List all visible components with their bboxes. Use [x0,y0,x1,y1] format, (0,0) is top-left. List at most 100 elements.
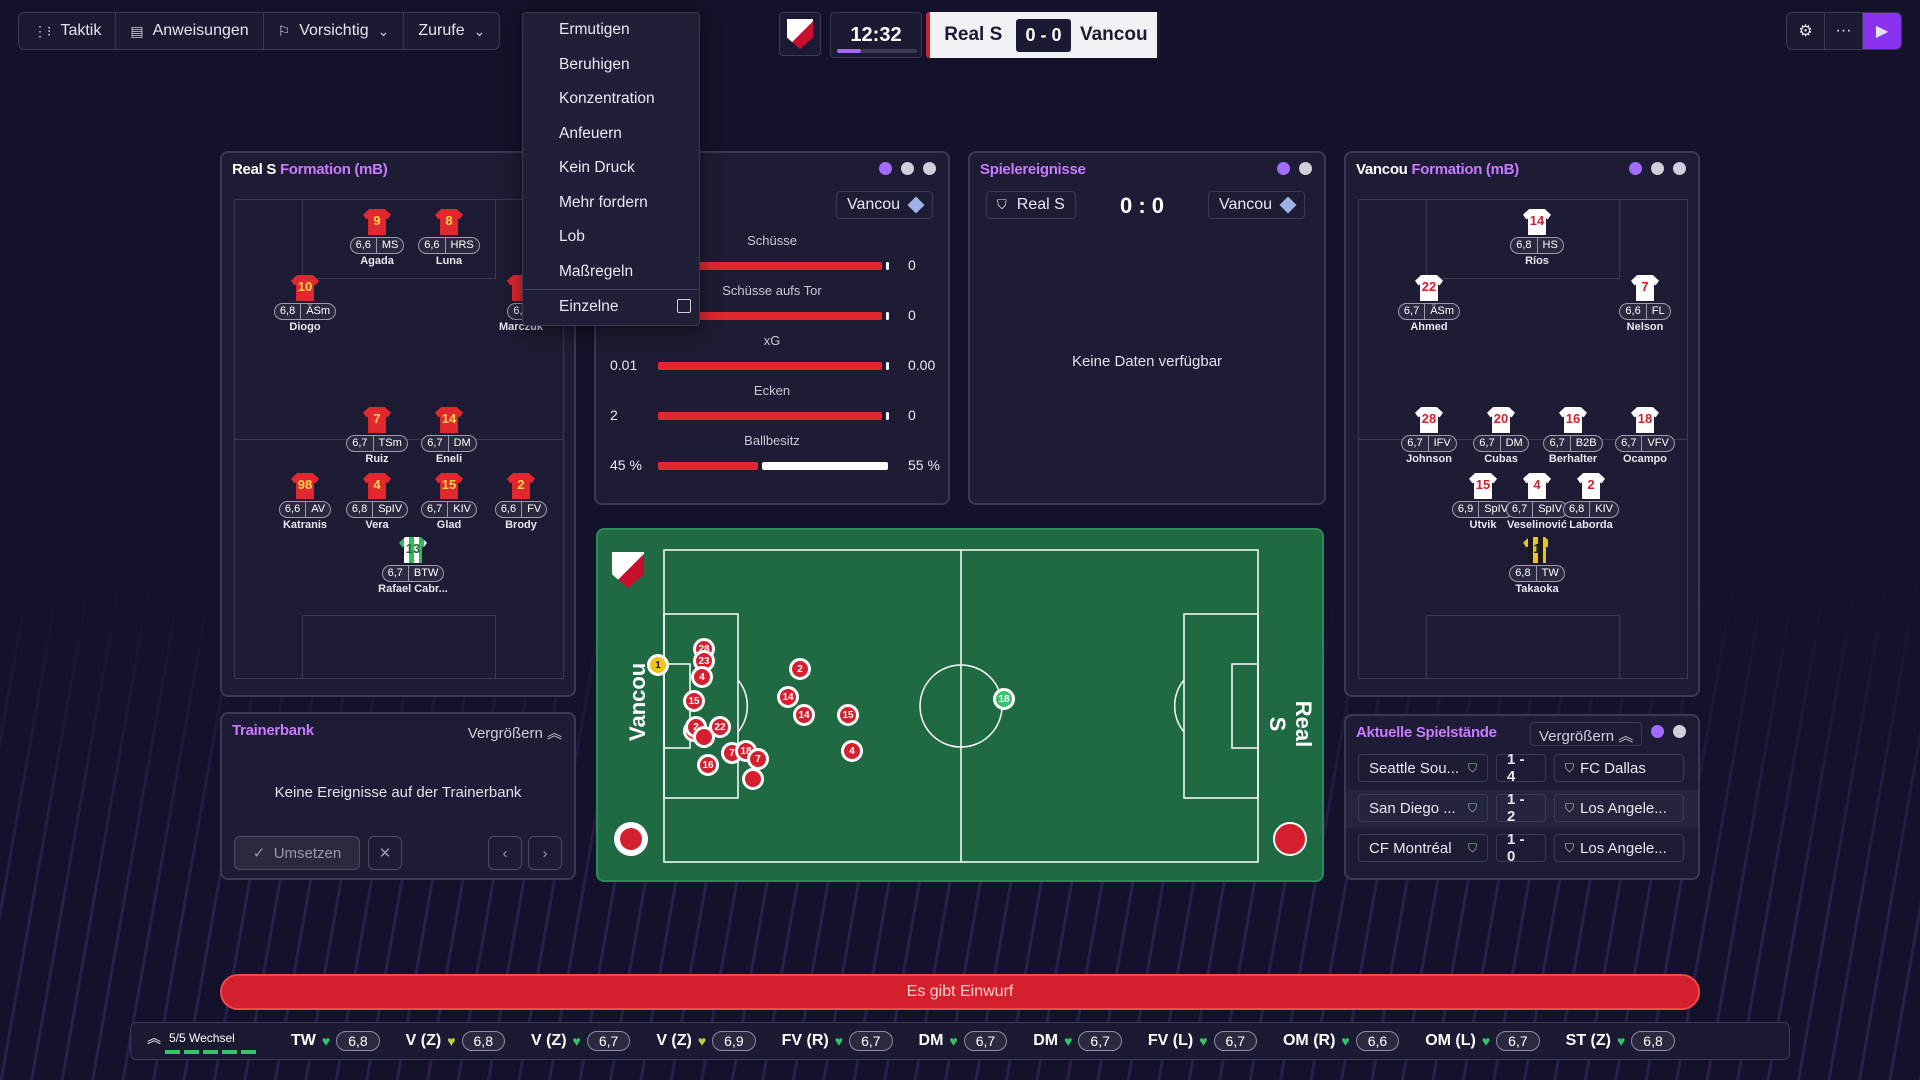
stats-team-select[interactable]: Vancou [836,191,934,219]
tab-dot[interactable] [1673,725,1686,738]
scores-enlarge-button[interactable]: Vergrößern ︽ [1530,722,1643,746]
position-slot[interactable]: TW ♥ 6,8 [291,1031,380,1051]
position-slot[interactable]: V (Z) ♥ 6,7 [531,1031,631,1051]
menu-item-encourage[interactable]: Ermutigen [559,21,630,38]
menu-item-no-pressure[interactable]: Kein Druck [559,159,635,176]
tab-dot[interactable] [1651,162,1664,175]
player-marker[interactable]: 15 [837,704,859,726]
player-marker[interactable]: 23 [693,650,715,672]
player-role: B2B [1569,436,1602,451]
mentality-dropdown[interactable]: ⚐ Vorsichtig ⌄ [264,13,405,49]
player-card[interactable]: 98 6,6 AV Katranis [260,473,350,531]
tab-dot[interactable] [1673,162,1686,175]
position-slot[interactable]: FV (R) ♥ 6,7 [782,1031,893,1051]
player-card[interactable]: 20 6,7 DM Cubas [1456,407,1546,465]
score-row-away[interactable]: ⛉ FC Dallas [1554,754,1684,782]
tab-dot[interactable] [1299,162,1312,175]
rating-badge: 6,6 MS [349,237,405,254]
tab-dot[interactable] [1651,725,1664,738]
player-marker[interactable]: 4 [841,740,863,762]
player-card[interactable]: 13 6,7 BTW Rafael Cabr... [368,537,458,595]
tab-dot[interactable] [879,162,892,175]
menu-item-individual[interactable]: Einzelne [523,289,699,324]
player-card[interactable]: 7 6,7 TSm Ruiz [332,407,422,465]
player-marker[interactable]: 2 [789,658,811,680]
player-name: Agada [360,255,394,267]
condition-heart-icon: ♥ [1616,1033,1626,1049]
player-card[interactable]: 2 6,8 KIV Laborda [1546,473,1636,531]
player-card[interactable]: 15 6,7 KIV Glad [404,473,494,531]
player-card[interactable]: 2 6,6 FV Brody [476,473,566,531]
player-card[interactable]: 4 6,7 SpIV Veselinović [1492,473,1582,531]
score-row-home[interactable]: San Diego ... ⛉ [1358,794,1488,822]
player-marker[interactable] [742,768,764,790]
next-button[interactable]: › [528,836,562,870]
player-card[interactable]: 16 6,7 B2B Berhalter [1528,407,1618,465]
player-card[interactable]: 9 6,6 MS Agada [332,209,422,267]
left-shout-button[interactable] [614,822,648,856]
instructions-button[interactable]: ▤ Anweisungen [116,13,264,49]
player-card[interactable]: 8 6,6 HRS Luna [404,209,494,267]
play-button[interactable]: ▶ [1863,13,1901,49]
menu-item-calm[interactable]: Beruhigen [559,55,630,73]
position-slot[interactable]: DM ♥ 6,7 [919,1031,1008,1051]
menu-item-reprimand[interactable]: Maßregeln [559,262,634,280]
player-card[interactable]: 1 6,8 TW Takaoka [1492,537,1582,595]
tab-dot[interactable] [1277,162,1290,175]
match-events-panel: Spielereignisse ⛉ Real S 0 : 0 Vancou Kei… [968,151,1326,505]
position-rating: 6,8 [1631,1031,1675,1051]
bench-enlarge-button[interactable]: Vergrößern ︽ [467,725,562,742]
position-slot[interactable]: OM (L) ♥ 6,7 [1425,1031,1540,1051]
score-row-away[interactable]: ⛉ Los Angele... [1554,794,1684,822]
tab-dot[interactable] [901,162,914,175]
team-crest-icon: ⛉ [1467,840,1477,855]
position-slot[interactable]: DM ♥ 6,7 [1033,1031,1122,1051]
score-row-away[interactable]: ⛉ Los Angele... [1554,834,1684,862]
events-away-select[interactable]: Vancou [1208,191,1306,219]
right-shout-button[interactable] [1273,822,1307,856]
stat-bar-home [658,412,882,420]
prev-button[interactable]: ‹ [488,836,522,870]
subs-counter[interactable]: ︽ 5/5 Wechsel [147,1028,257,1054]
player-card[interactable]: 28 6,7 IFV Johnson [1384,407,1474,465]
away-team-name: Vancou [1079,24,1148,45]
player-name: Glad [436,519,462,531]
tab-dot[interactable] [923,162,936,175]
tab-dot[interactable] [1629,162,1642,175]
menu-item-focus[interactable]: Konzentration [559,90,655,107]
position-slot[interactable]: V (Z) ♥ 6,8 [406,1031,505,1051]
player-marker[interactable]: 4 [691,666,713,688]
player-card[interactable]: 10 6,8 ÄSm Diogo [260,275,350,333]
player-card[interactable]: 14 6,8 HS Ríos [1492,209,1582,267]
player-card[interactable]: 7 6,6 FL Nelson [1600,275,1690,333]
apply-button[interactable]: ✓ Umsetzen [234,836,360,870]
player-marker[interactable]: 15 [683,690,705,712]
player-marker[interactable]: 7 [747,748,769,770]
position-slot[interactable]: V (Z) ♥ 6,9 [656,1031,756,1051]
player-card[interactable]: 15 6,9 SpIV Utvik [1438,473,1528,531]
player-card[interactable]: 4 6,8 SpIV Vera [332,473,422,531]
discard-button[interactable]: ✕ [368,836,402,870]
player-marker[interactable]: 14 [777,686,799,708]
menu-item-demand-more[interactable]: Mehr fordern [559,193,648,211]
player-marker[interactable]: 22 [709,716,731,738]
player-marker[interactable]: 1 [647,654,669,676]
events-home-select[interactable]: ⛉ Real S [986,191,1076,219]
player-marker[interactable]: 14 [793,704,815,726]
player-marker[interactable]: 16 [697,754,719,776]
menu-item-praise[interactable]: Lob [559,228,585,245]
more-button[interactable]: ··· [1825,13,1863,49]
menu-item-fire-up[interactable]: Anfeuern [559,124,622,142]
player-card[interactable]: 18 6,7 VFV Ocampo [1600,407,1690,465]
settings-button[interactable]: ⚙ [1787,13,1825,49]
score-row-home[interactable]: Seattle Sou... ⛉ [1358,754,1488,782]
player-card[interactable]: 22 6,7 ÄSm Ahmed [1384,275,1474,333]
player-card[interactable]: 14 6,7 DM Eneli [404,407,494,465]
player-marker[interactable]: 18 [993,688,1015,710]
position-slot[interactable]: OM (R) ♥ 6,6 [1283,1031,1400,1051]
shouts-dropdown[interactable]: Zurufe ⌄ [418,22,486,39]
score-row-home[interactable]: CF Montréal ⛉ [1358,834,1488,862]
tactic-button[interactable]: ⋮⁝ Taktik [19,13,117,49]
position-slot[interactable]: FV (L) ♥ 6,7 [1148,1031,1257,1051]
position-slot[interactable]: ST (Z) ♥ 6,8 [1566,1031,1675,1051]
